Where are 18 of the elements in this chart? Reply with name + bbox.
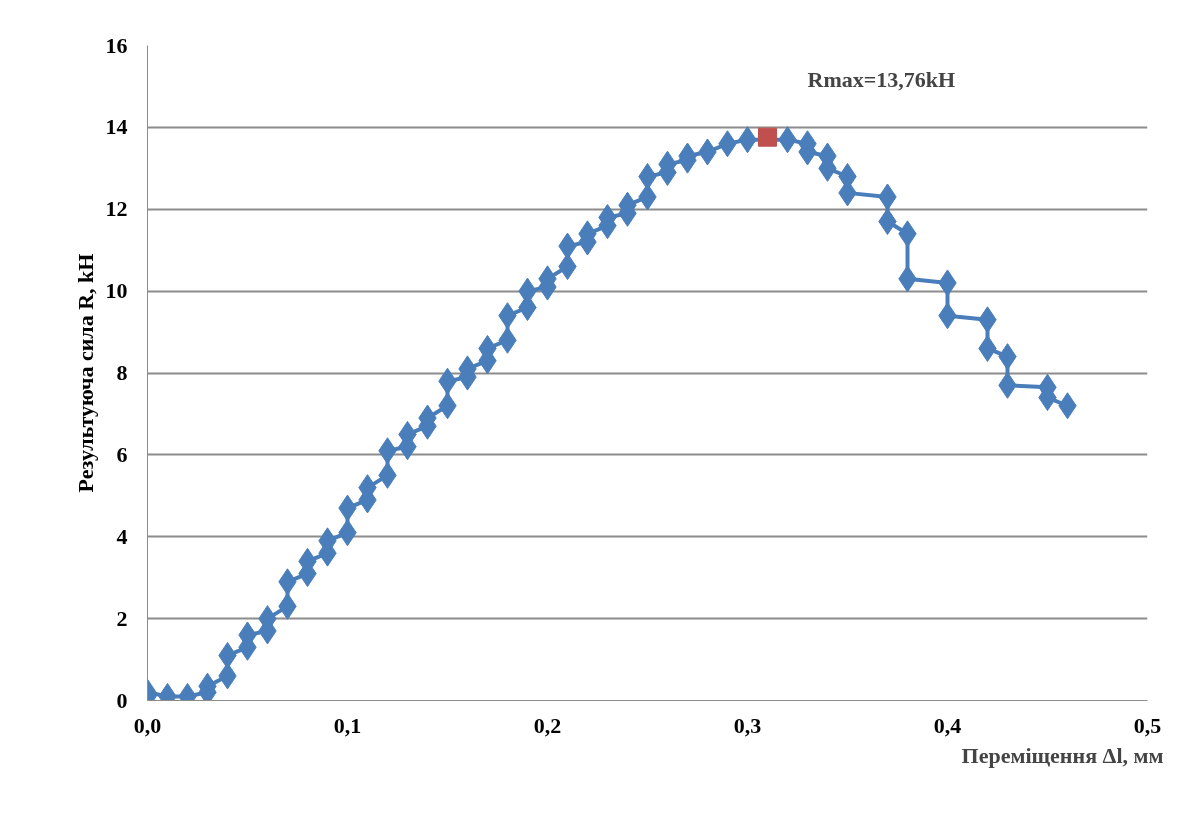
y-tick-label: 8 <box>116 360 128 385</box>
y-tick-label: 16 <box>105 32 128 58</box>
annotation: Rmax=13,76kH <box>807 67 956 93</box>
x-tick-label: 0,1 <box>333 712 362 738</box>
y-tick-label: 14 <box>105 114 128 140</box>
x-axis-title: Переміщення Δl, мм <box>961 742 1164 768</box>
x-tick-label: 0,3 <box>733 712 762 738</box>
x-tick-label: 0,4 <box>933 712 962 738</box>
x-tick-label: 0,5 <box>1133 712 1162 738</box>
y-tick-label: 12 <box>105 196 128 222</box>
y-tick-label: 0 <box>116 687 128 713</box>
x-tick-label: 0,0 <box>133 712 162 738</box>
x-tick-label: 0,2 <box>533 712 562 738</box>
y-tick-label: 4 <box>116 523 128 549</box>
y-tick-label: 10 <box>105 278 128 304</box>
y-axis-title: Результуюча сила R, kH <box>72 253 98 493</box>
y-tick-label: 2 <box>116 605 128 631</box>
y-tick-label: 6 <box>116 441 128 467</box>
